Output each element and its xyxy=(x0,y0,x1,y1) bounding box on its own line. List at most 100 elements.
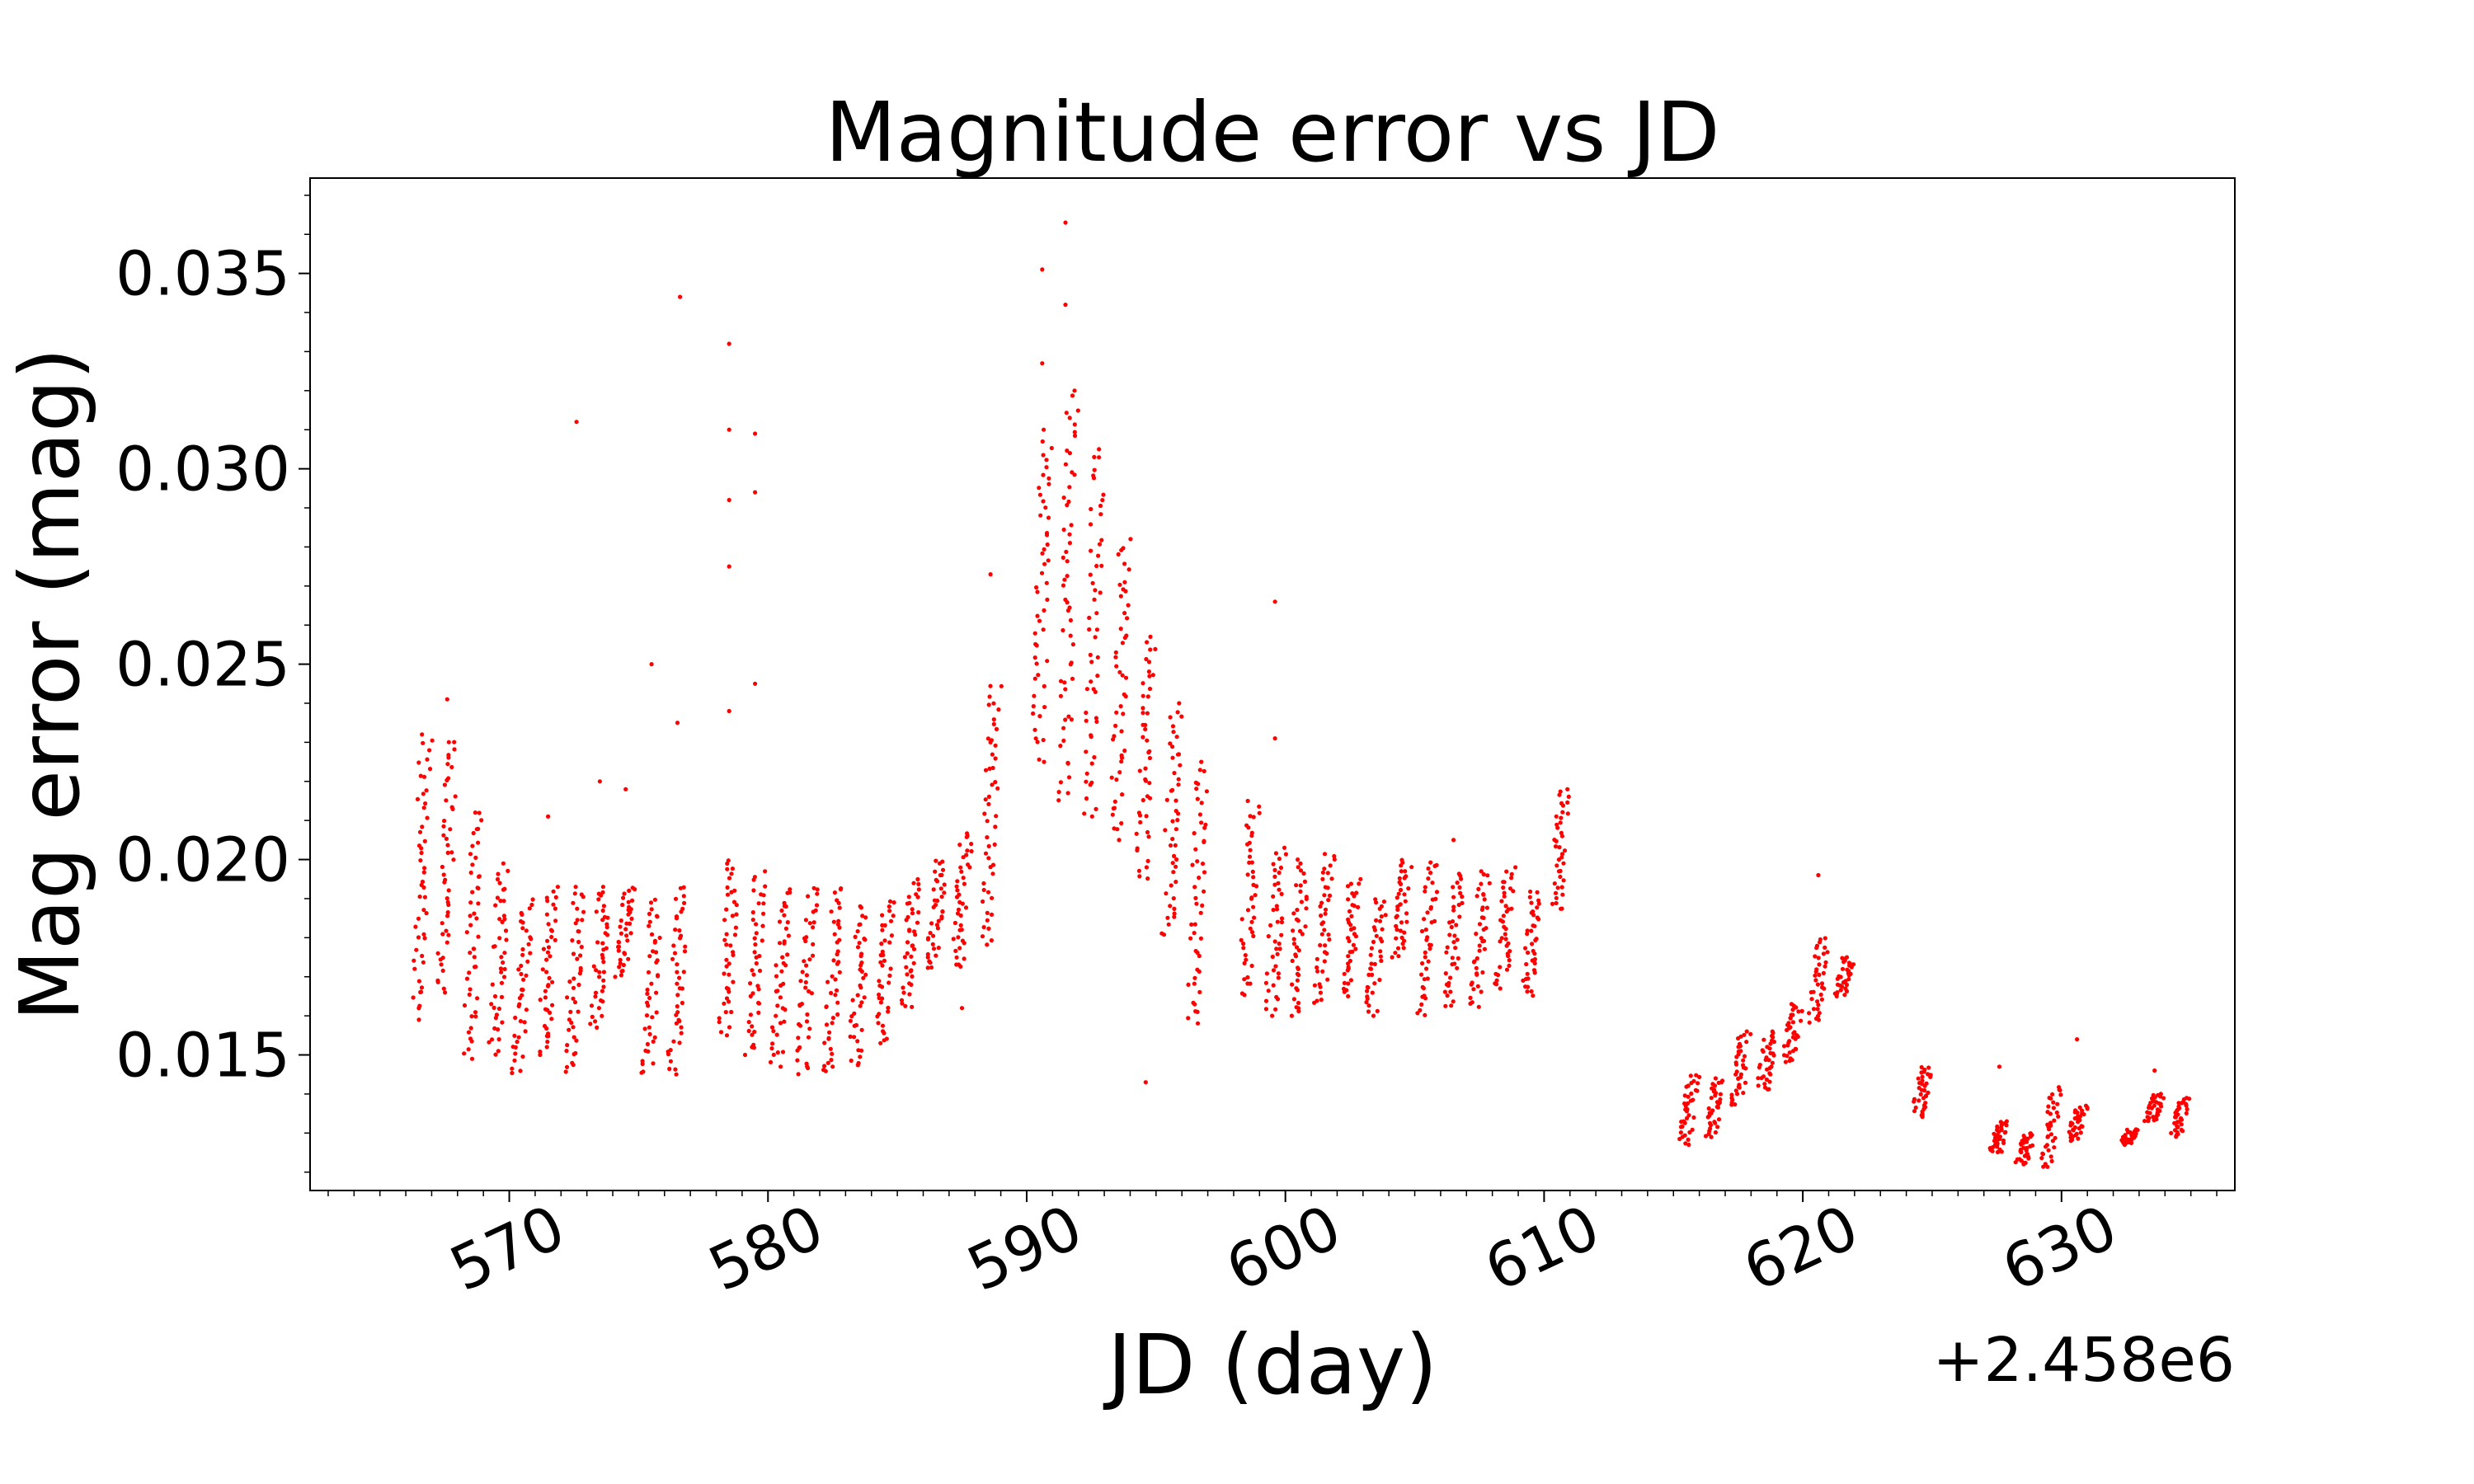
data-point xyxy=(1186,982,1191,987)
data-point xyxy=(1058,744,1063,749)
data-point xyxy=(1176,777,1181,782)
data-point xyxy=(837,937,842,942)
data-point xyxy=(1350,903,1355,908)
data-point xyxy=(1710,1086,1714,1091)
data-point xyxy=(1045,542,1050,547)
data-point xyxy=(1159,931,1164,936)
data-point xyxy=(422,838,427,843)
data-point xyxy=(2073,1108,2078,1113)
data-point xyxy=(548,928,554,932)
data-point xyxy=(523,1029,528,1034)
data-point xyxy=(1350,949,1355,954)
data-point xyxy=(1842,993,1847,998)
data-point xyxy=(1065,574,1070,579)
data-point xyxy=(1818,992,1823,998)
data-point xyxy=(1113,723,1118,729)
data-point xyxy=(1428,904,1433,910)
data-point xyxy=(675,962,680,967)
data-point xyxy=(521,977,526,982)
data-point xyxy=(804,1019,810,1024)
data-point xyxy=(1163,828,1168,833)
data-point xyxy=(452,747,457,752)
data-point xyxy=(1374,933,1379,938)
data-point xyxy=(862,937,867,942)
data-point xyxy=(2021,1145,2026,1150)
data-point xyxy=(1477,922,1483,927)
data-point xyxy=(647,911,652,917)
data-point xyxy=(886,1009,891,1014)
data-point xyxy=(1141,711,1145,716)
data-point xyxy=(1291,937,1296,942)
data-point xyxy=(1172,906,1177,911)
data-point xyxy=(1270,954,1275,960)
data-point xyxy=(496,871,501,876)
data-point xyxy=(1275,951,1280,956)
data-point xyxy=(597,779,603,784)
data-point xyxy=(934,858,938,863)
data-point xyxy=(1249,930,1255,935)
data-point xyxy=(550,979,555,984)
data-point xyxy=(985,890,991,895)
data-point xyxy=(1712,1120,1717,1125)
data-point xyxy=(649,981,654,986)
data-point xyxy=(1371,1013,1376,1018)
data-point xyxy=(1119,729,1124,734)
data-point xyxy=(754,960,759,966)
data-point xyxy=(1349,913,1354,918)
plot-frame xyxy=(309,177,2236,1191)
data-point xyxy=(777,919,783,924)
data-point xyxy=(577,971,583,976)
data-point xyxy=(1174,864,1178,869)
data-point xyxy=(904,965,909,970)
data-point xyxy=(1781,1044,1787,1049)
data-point xyxy=(1266,989,1271,993)
data-point xyxy=(516,1003,521,1008)
data-point xyxy=(2079,1124,2084,1129)
data-point xyxy=(545,984,551,989)
data-point xyxy=(2067,1129,2072,1134)
data-point xyxy=(1147,749,1152,754)
data-point xyxy=(2048,1120,2053,1125)
data-point xyxy=(1756,1076,1761,1081)
data-point xyxy=(1844,982,1850,988)
data-point xyxy=(1202,768,1206,774)
data-point xyxy=(1040,267,1045,272)
data-point xyxy=(727,497,731,503)
data-point xyxy=(470,890,475,895)
data-point xyxy=(1390,955,1395,960)
data-point xyxy=(986,843,991,848)
data-point xyxy=(1044,458,1049,463)
data-point xyxy=(1767,1071,1772,1076)
data-point xyxy=(2047,1096,2052,1101)
data-point xyxy=(939,914,944,919)
data-point xyxy=(524,973,529,978)
data-point xyxy=(1733,1088,1738,1093)
data-point xyxy=(878,952,883,958)
data-point xyxy=(1379,958,1384,963)
data-point xyxy=(986,794,991,800)
data-point xyxy=(1084,687,1089,692)
data-point xyxy=(1164,891,1169,896)
data-point xyxy=(1251,933,1256,938)
data-point xyxy=(1346,993,1351,998)
data-point xyxy=(471,946,476,951)
data-point xyxy=(1065,760,1070,766)
data-point xyxy=(601,978,606,983)
data-point xyxy=(1118,704,1123,709)
data-point xyxy=(540,967,545,972)
data-point xyxy=(1318,942,1323,948)
data-point xyxy=(1507,886,1513,891)
data-point xyxy=(1479,869,1484,874)
data-point xyxy=(934,879,940,884)
data-point xyxy=(785,952,790,957)
data-point xyxy=(1170,837,1175,842)
data-point xyxy=(724,907,729,912)
data-point xyxy=(1165,915,1170,920)
data-point xyxy=(966,862,971,867)
data-point xyxy=(672,951,678,956)
data-point xyxy=(877,992,882,998)
data-point xyxy=(746,1020,751,1025)
data-point xyxy=(1559,906,1564,911)
data-point xyxy=(877,984,882,989)
